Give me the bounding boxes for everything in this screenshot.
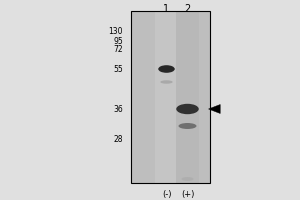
Bar bbox=[155, 11, 178, 183]
Bar bbox=[176, 11, 199, 183]
Text: 55: 55 bbox=[113, 64, 123, 73]
Ellipse shape bbox=[158, 65, 175, 73]
Ellipse shape bbox=[160, 80, 173, 84]
Ellipse shape bbox=[178, 123, 196, 129]
Text: 72: 72 bbox=[113, 45, 123, 53]
Text: 95: 95 bbox=[113, 36, 123, 46]
Text: 28: 28 bbox=[113, 134, 123, 144]
Bar bbox=[130, 11, 210, 183]
Text: 2: 2 bbox=[184, 4, 190, 14]
Text: 130: 130 bbox=[109, 26, 123, 36]
Text: (-): (-) bbox=[162, 190, 171, 198]
Ellipse shape bbox=[176, 104, 199, 114]
Ellipse shape bbox=[182, 177, 194, 181]
Text: (+): (+) bbox=[181, 190, 194, 198]
Bar bbox=[130, 11, 210, 183]
Text: 1: 1 bbox=[164, 4, 169, 14]
Text: 36: 36 bbox=[113, 104, 123, 114]
Polygon shape bbox=[208, 104, 220, 114]
